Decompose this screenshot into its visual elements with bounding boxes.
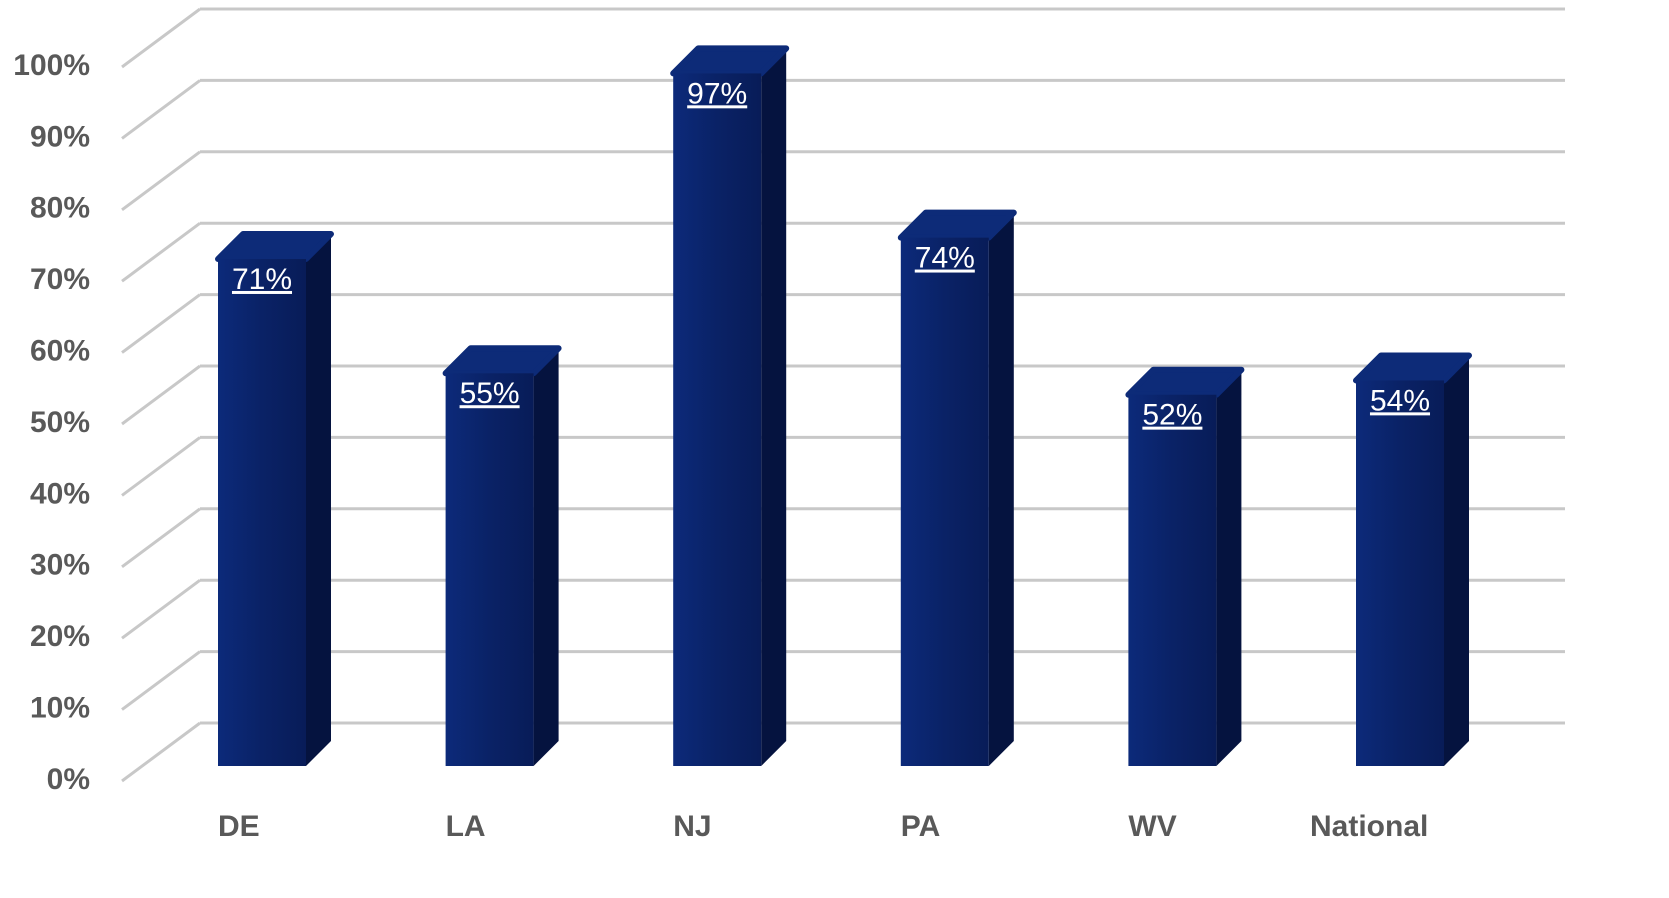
y-tick-label: 50% <box>30 406 90 439</box>
grid-line <box>121 507 201 569</box>
y-tick-label: 30% <box>30 549 90 582</box>
y-tick-label: 10% <box>30 692 90 725</box>
y-tick-label: 60% <box>30 335 90 368</box>
y-tick-label: 70% <box>30 263 90 296</box>
bar-side <box>533 348 559 766</box>
grid-line <box>121 650 201 711</box>
grid-line <box>121 293 201 354</box>
x-tick-label: PA <box>901 810 940 843</box>
grid-line <box>121 79 201 140</box>
x-tick-label: WV <box>1128 810 1176 843</box>
bar <box>445 373 534 766</box>
y-tick-label: 40% <box>30 477 90 510</box>
bar <box>1356 380 1444 766</box>
grid-line <box>121 364 201 426</box>
data-label: 71% <box>232 263 292 296</box>
x-tick-label: National <box>1310 810 1428 843</box>
data-label: 52% <box>1142 399 1202 432</box>
grid-line <box>121 721 201 783</box>
x-tick-label: LA <box>446 810 486 843</box>
grid-line <box>121 150 201 212</box>
bar <box>1128 394 1217 766</box>
y-tick-label: 20% <box>30 620 90 653</box>
data-label: 54% <box>1370 384 1430 417</box>
bar-side <box>1444 355 1469 766</box>
bar-side <box>761 48 787 767</box>
y-tick-label: 80% <box>30 192 90 225</box>
y-tick-label: 90% <box>30 120 90 153</box>
bar <box>673 73 762 767</box>
y-tick-label: 100% <box>13 49 90 82</box>
data-label: 55% <box>460 377 520 410</box>
x-tick-label: DE <box>218 810 260 843</box>
bar <box>900 237 989 766</box>
bar-side <box>1216 369 1242 766</box>
y-tick-label: 0% <box>47 763 90 796</box>
data-label: 74% <box>915 242 975 275</box>
grid-line <box>121 436 201 497</box>
x-tick-label: NJ <box>673 810 711 843</box>
grid-line <box>121 7 201 69</box>
bar <box>218 259 306 766</box>
grid-line <box>121 221 201 283</box>
bar-side <box>306 234 331 766</box>
bar-side <box>988 212 1014 766</box>
data-label: 97% <box>687 77 747 110</box>
grid-line <box>121 578 201 640</box>
